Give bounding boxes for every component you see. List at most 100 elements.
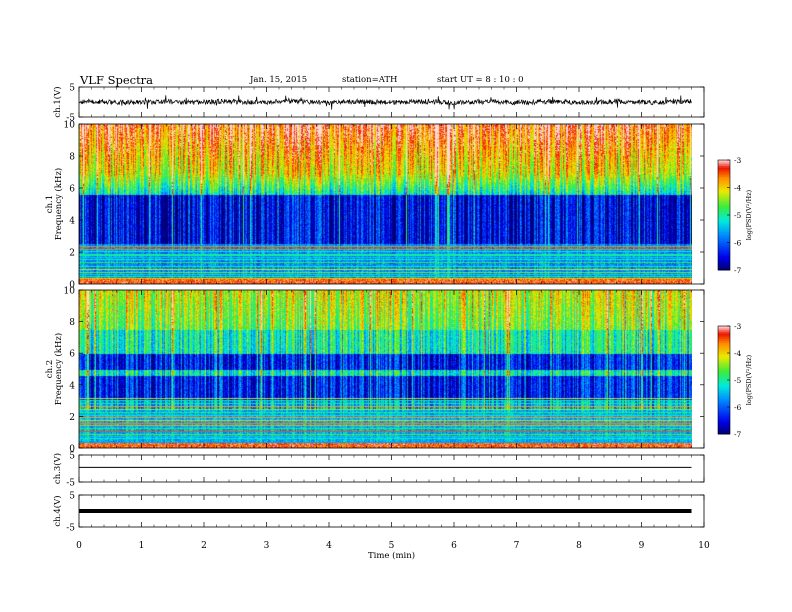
y-tick-label: 6 [69,350,75,360]
ch1-spectrogram-colorbar-step [718,233,730,236]
x-tick-label: 8 [576,541,582,551]
ch2-spectrogram-colorbar-step [718,376,730,379]
x-tick-label: 7 [514,541,520,551]
ch2-spectrogram-colorbar-step [718,331,730,334]
ch1-spectrogram-colorbar-step [718,235,730,238]
ch1-spectrogram-colorbar-step [718,163,730,166]
date-label: Jan. 15, 2015 [250,75,308,85]
ch1-spectrogram-colorbar-step [718,174,730,177]
y-tick-label: 10 [64,121,76,131]
x-tick-label: 4 [326,541,332,551]
ch1-spectrogram-colorbar-step [718,180,730,183]
x-axis-label: Time (min) [368,550,415,561]
ch2-spectrogram-colorbar-step [718,371,730,374]
y-tick-label: 2 [69,249,75,259]
ch2-spectrogram-colorbar-step [718,351,730,354]
ch1-spectrogram-colorbar-step [718,262,730,265]
ch2-spectrogram-colorbar-step [718,349,730,352]
x-tick-label: 1 [139,541,145,551]
ch1-spectrogram-colorbar-step [718,257,730,260]
ch1-spectrogram-colorbar-step [718,193,730,196]
ch1-spectrogram-colorbar-step [718,222,730,225]
ch2-spectrogram-colorbar-label: log(PSD(V²/Hz) [745,354,753,405]
ch2-spectrogram-colorbar-step [718,385,730,388]
ch1-spectrogram-colorbar-step [718,226,730,229]
colorbar-tick-label: -5 [734,376,742,385]
ch2-spectrogram-colorbar-step [718,416,730,419]
ch2-spectrogram-colorbar-step [718,356,730,359]
ch2-spectrogram-colorbar-step [718,362,730,365]
colorbar-tick-label: -4 [734,184,742,193]
ch1-spectrogram-colorbar-step [718,249,730,253]
ch2-spectrogram-colorbar-step [718,347,730,350]
ch2-spectrogram-colorbar-step [718,389,730,392]
ch1-spectrogram-colorbar-step [718,204,730,207]
ch2-spectrogram-colorbar-step [718,336,730,340]
ch1-spectrogram-colorbar-step [718,196,730,199]
ch2-spectrogram-colorbar-step [718,392,730,395]
ch2-spectrogram-colorbar-step [718,417,730,421]
ch2-spectrogram-colorbar-step [718,378,730,381]
ch1-spectrogram-colorbar-step [718,216,730,220]
ch1-spectrogram-colorbar-step [718,220,730,223]
y-tick-label: 10 [64,287,76,297]
ch1-spectrogram-colorbar-step [718,207,730,210]
colorbar-tick-label: -3 [734,156,742,165]
ch1-spectrogram-colorbar-step [718,161,730,165]
ch1-spectrogram-colorbar-step [718,266,730,269]
ch1-spectrogram-colorbar-step [718,244,730,247]
ch2-spectrogram-colorbar-step [718,425,730,428]
ch2-spectrogram-colorbar-step [718,354,730,358]
ch1-spectrogram-colorbar-step [718,237,730,240]
ch1-spectrogram-image [79,124,692,284]
ch1-spectrogram-colorbar-label: log(PSD(V²/Hz) [745,189,753,240]
ch2-spectrogram-colorbar-step [718,414,730,417]
ch1-spectrogram-colorbar-step [718,211,730,214]
ch2-spectrogram-colorbar-step [718,387,730,390]
ch1-spectrogram-colorbar-step [718,202,730,205]
ch1-spectrogram-colorbar-step [718,200,730,203]
ch1-spectrogram-ylabel: Frequency (kHz) [53,168,64,240]
ch2-spectrogram-colorbar-step [718,344,730,347]
ch1-spectrogram-colorbar-step [718,178,730,181]
ch2-spectrogram-colorbar-step [718,430,730,433]
y-tick-label: 8 [69,153,75,163]
ch1-trace-line [78,95,692,110]
ch2-spectrogram-ylabel: ch.2 [45,360,55,378]
colorbar-tick-label: -7 [734,430,742,439]
ch2-spectrogram-colorbar-step [718,329,730,332]
ch2-spectrogram-colorbar-step [718,419,730,422]
y-tick-label: 5 [69,452,75,462]
ch1-spectrogram-colorbar-step [718,218,730,221]
ch2-spectrogram-colorbar-step [718,342,730,345]
ch3-waveform-ylabel: ch.3(V) [52,453,63,484]
ch2-spectrogram-colorbar-step [718,410,730,413]
ch2-spectrogram-colorbar-step [718,360,730,363]
ch2-spectrogram-colorbar-step [718,333,730,336]
x-tick-label: 6 [451,541,457,551]
y-tick-label: 2 [69,413,75,423]
ch2-spectrogram-colorbar-step [718,335,730,338]
ch2-spectrogram-colorbar-step [718,399,730,403]
colorbar-tick-label: -4 [734,349,742,358]
ch2-spectrogram-colorbar-step [718,345,730,349]
x-tick-label: 2 [201,541,207,551]
ch1-spectrogram-colorbar-step [718,231,730,234]
ch1-spectrogram-colorbar-step [718,259,730,262]
colorbar-tick-label: -7 [734,266,742,275]
ch1-spectrogram-colorbar-step [718,251,730,254]
ch1-waveform-ylabel: ch.1(V) [52,86,63,117]
ch2-spectrogram-colorbar-step [718,394,730,397]
ch2-spectrogram-colorbar-step [718,381,730,385]
ch2-spectrogram-colorbar-step [718,405,730,408]
ch1-spectrogram-colorbar-step [718,176,730,179]
ch1-spectrogram-colorbar-step [718,268,730,271]
ch2-spectrogram-colorbar-step [718,412,730,415]
ch1-spectrogram-colorbar-step [718,255,730,258]
ch2-spectrogram-colorbar-step [718,369,730,372]
y-tick-label: -5 [66,479,75,489]
ch1-spectrogram-colorbar-step [718,171,730,174]
ch2-spectrogram-ylabel: Frequency (kHz) [53,333,64,405]
